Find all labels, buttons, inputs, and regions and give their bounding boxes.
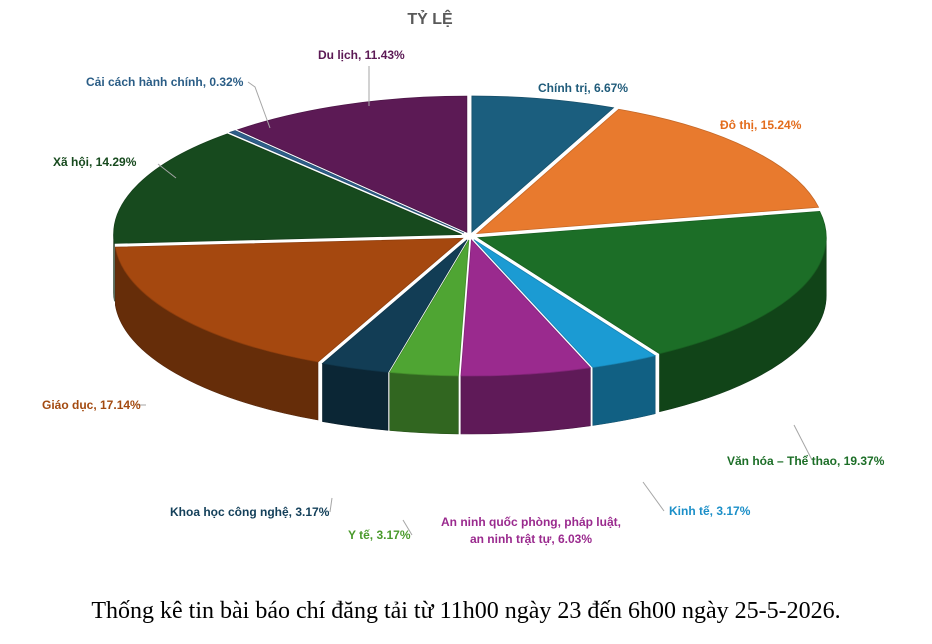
slice-kinh-te — [473, 239, 657, 368]
slice-an-ninh — [460, 239, 592, 377]
slice-label-do-thi: Đô thị, 15.24% — [720, 118, 802, 132]
slice-van-hoa-the-thao — [477, 210, 827, 355]
pie-slices — [113, 95, 827, 377]
slice-side-y-te — [389, 372, 459, 435]
slice-label-du-lich: Du lịch, 11.43% — [318, 48, 405, 62]
chart-title: TỶ LỆ — [407, 9, 453, 28]
slice-chinh-tri — [471, 95, 615, 233]
figure-caption: Thống kê tin bài báo chí đăng tải từ 11h… — [91, 598, 841, 624]
slice-khoa-hoc-cong-nghe — [321, 239, 468, 373]
slice-label-xa-hoi: Xã hội, 14.29% — [53, 155, 137, 169]
slice-side-khoa-hoc-cong-nghe — [322, 363, 389, 431]
leader-line-y-te — [402, 519, 413, 536]
slice-label-cai-cach-hanh-chinh: Cải cách hành chính, 0.32% — [86, 75, 244, 89]
leader-line-kinh-te — [642, 481, 665, 512]
leader-lines — [138, 66, 813, 536]
slice-du-lich — [236, 95, 468, 233]
leader-line-khoa-hoc-cong-nghe — [329, 497, 333, 513]
slice-label-chinh-tri: Chính trị, 6.67% — [538, 81, 628, 95]
slice-cai-cach-hanh-chinh — [228, 130, 465, 234]
leader-line-xa-hoi — [157, 163, 177, 179]
slice-label-an-ninh: An ninh quốc phòng, pháp luật, an ninh tr… — [441, 515, 621, 546]
slice-side-an-ninh — [460, 367, 591, 435]
slice-label-van-hoa-the-thao: Văn hóa – Thể thao, 19.37% — [727, 454, 885, 468]
slice-xa-hoi — [113, 133, 462, 244]
slice-label-giao-duc: Giáo dục, 17.14% — [42, 398, 141, 412]
slice-y-te — [389, 239, 470, 377]
slice-label-khoa-hoc-cong-nghe: Khoa học công nghệ, 3.17% — [170, 505, 330, 519]
leader-line-van-hoa-the-thao — [793, 424, 813, 461]
slice-label-kinh-te: Kinh tế, 3.17% — [669, 504, 751, 518]
slice-labels: Chính trị, 6.67% Đô thị, 15.24% Văn hóa – … — [42, 48, 885, 546]
slice-label-y-te: Y tế, 3.17% — [348, 528, 411, 542]
leader-line-cai-cach-hanh-chinh — [247, 81, 271, 129]
slice-side-xa-hoi — [113, 234, 115, 302]
slice-do-thi — [475, 108, 820, 234]
slice-giao-duc — [114, 237, 464, 363]
